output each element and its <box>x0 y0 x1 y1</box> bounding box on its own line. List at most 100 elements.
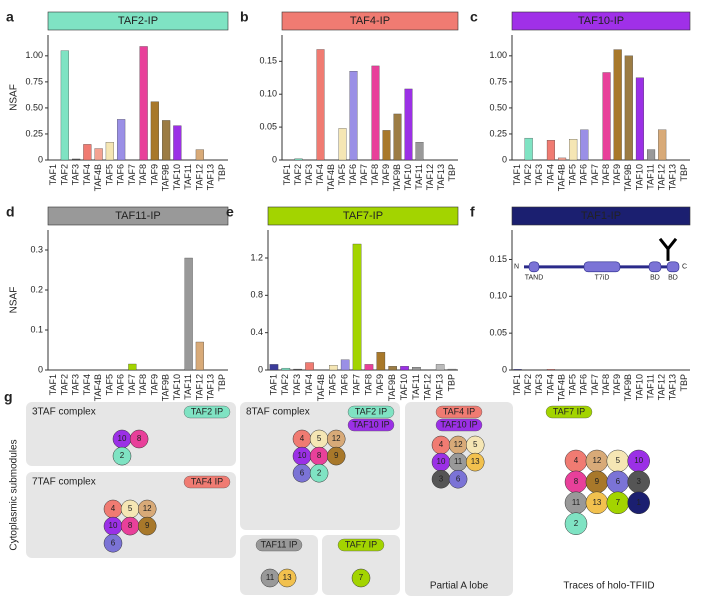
subunit <box>309 463 329 483</box>
subunit-label: 11 <box>572 498 581 507</box>
subunit <box>564 512 588 535</box>
subunit-label: 10 <box>118 434 127 443</box>
domain <box>528 261 540 273</box>
x-tick-label: TAF9 <box>612 374 622 395</box>
title-box <box>47 206 229 226</box>
subunit-label: 2 <box>574 519 579 528</box>
subunit-label: 9 <box>334 451 339 460</box>
subunit-label: 9 <box>145 521 150 530</box>
bar <box>647 149 656 161</box>
x-tick-label: TAF10 <box>399 374 409 400</box>
submodule-box <box>405 402 513 596</box>
bar <box>329 365 338 371</box>
y-tick-label: 0.3 <box>30 244 43 254</box>
subunit-label: 12 <box>143 504 152 513</box>
chart-title: TAF1-IP <box>581 210 621 222</box>
x-tick-label: TAF12 <box>194 164 204 190</box>
bar <box>72 158 81 161</box>
x-tick-label: TAF9B <box>387 374 397 401</box>
subunit <box>137 516 157 536</box>
subunit-label: 8 <box>128 521 133 530</box>
ip-tag <box>347 405 395 419</box>
subunit-label: 5 <box>317 434 322 443</box>
subunit <box>129 429 149 449</box>
bar <box>524 137 533 161</box>
y-tick-label: 0 <box>272 154 277 164</box>
ip-tag <box>435 405 483 419</box>
box-caption: Partial A lobe <box>430 581 489 592</box>
box-title: 8TAF complex <box>246 407 310 418</box>
x-tick-label: TAF4 <box>315 164 325 185</box>
bar <box>294 158 303 161</box>
domain-label: T7iD <box>595 275 610 282</box>
bar <box>83 144 92 161</box>
x-tick-label: TAF1 <box>512 374 522 395</box>
x-tick-label: TAF13 <box>206 164 216 190</box>
subunit <box>465 452 485 472</box>
bar <box>435 364 445 371</box>
subunit <box>103 533 123 553</box>
ip-tag-label: TAF2 IP <box>355 406 387 416</box>
box-title: 3TAF complex <box>32 407 96 418</box>
title-box <box>511 11 691 31</box>
subunit-label: 2 <box>317 468 322 477</box>
domain-label: BD <box>650 275 660 282</box>
x-tick-label: TAF3 <box>292 374 302 395</box>
chart-title: TAF2-IP <box>118 15 158 27</box>
x-tick-label: TAF13 <box>668 374 678 400</box>
subunit-label: 4 <box>300 434 305 443</box>
bar <box>128 363 137 371</box>
subunit <box>277 568 297 588</box>
domain <box>648 261 662 273</box>
x-tick-label: TAF4 <box>304 374 314 395</box>
subunit <box>326 446 346 466</box>
ip-tag <box>545 405 593 419</box>
x-tick-label: TBP <box>447 164 457 182</box>
bar <box>117 119 126 161</box>
title-box <box>511 206 691 226</box>
x-tick-label: TAF1 <box>268 374 278 395</box>
bar <box>546 369 555 371</box>
x-tick-label: TAF7 <box>590 164 600 185</box>
x-tick-label: TAF6 <box>116 164 126 185</box>
x-tick-label: TAF10 <box>634 374 644 400</box>
subunit-label: 5 <box>473 440 478 449</box>
x-tick-label: TBP <box>679 164 689 182</box>
x-tick-label: TAF9 <box>375 374 385 395</box>
subunit-label: 7 <box>616 498 621 507</box>
x-tick-label: TBP <box>217 164 227 182</box>
x-tick-label: TAF3 <box>534 374 544 395</box>
y-tick-label: 0.25 <box>489 128 507 138</box>
bar <box>281 367 291 371</box>
ip-tag-label: TAF2 IP <box>191 406 223 416</box>
x-tick-label: TBP <box>446 374 456 392</box>
bar <box>415 142 424 161</box>
x-tick-label: TAF9B <box>623 164 633 191</box>
y-axis-label: NSAF <box>9 84 20 111</box>
subunit-label: 3 <box>439 474 444 483</box>
x-tick-label: TAF11 <box>645 374 655 400</box>
subunit-label: 6 <box>300 468 305 477</box>
subunit <box>448 469 468 489</box>
x-tick-label: TAF3 <box>534 164 544 185</box>
x-tick-label: TAF2 <box>59 164 69 185</box>
bar <box>388 366 397 371</box>
y-axis-label: NSAF <box>9 287 20 314</box>
x-tick-label: TAF7 <box>127 164 137 185</box>
x-tick-label: TAF10 <box>172 164 182 190</box>
bar <box>580 129 589 161</box>
x-tick-label: TAF12 <box>657 164 667 190</box>
subunit-label: 6 <box>456 474 461 483</box>
box-title: 7TAF complex <box>32 477 96 488</box>
x-tick-label: TAF13 <box>436 164 446 190</box>
bar <box>105 142 114 161</box>
x-tick-label: TAF8 <box>363 374 373 395</box>
chart-title: TAF4-IP <box>350 15 390 27</box>
panel-label: c <box>470 9 478 25</box>
panel-label: a <box>6 9 14 25</box>
x-tick-label: TAF6 <box>579 164 589 185</box>
bar <box>546 140 555 161</box>
x-tick-label: TAF12 <box>425 164 435 190</box>
bar <box>602 72 611 161</box>
x-tick-label: TAF9B <box>623 374 633 401</box>
